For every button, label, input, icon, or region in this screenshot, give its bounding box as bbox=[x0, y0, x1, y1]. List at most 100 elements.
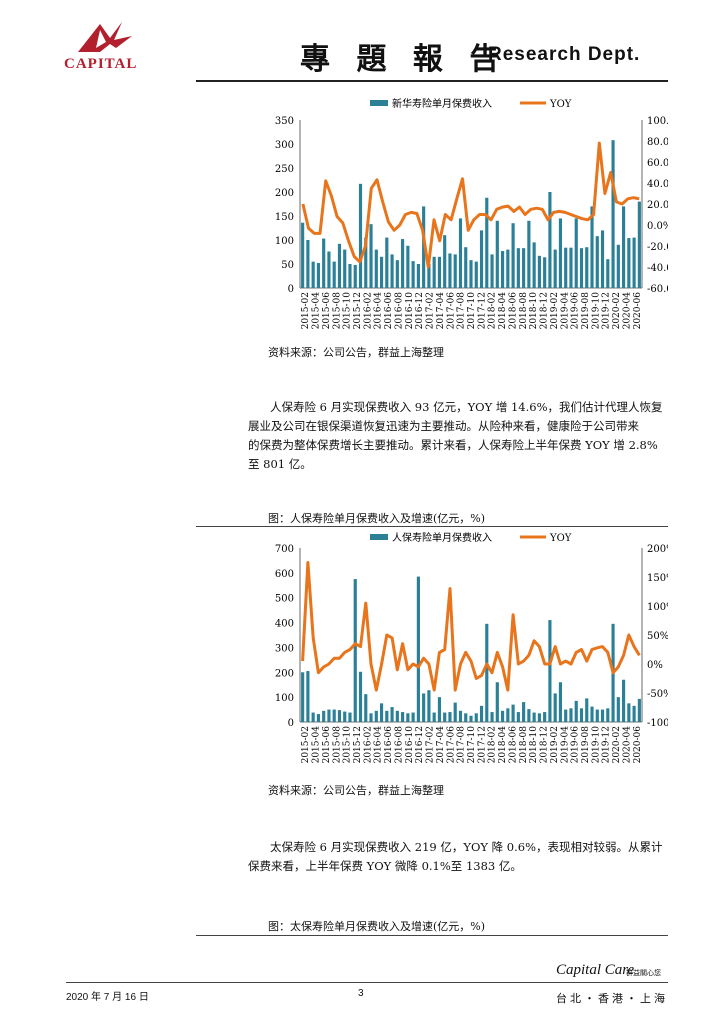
bar bbox=[564, 247, 568, 288]
bar bbox=[632, 705, 636, 722]
bar bbox=[316, 263, 320, 288]
paragraph-line: 人保寿险 6 月实现保费收入 93 亿元，YOY 增 14.6%，我们估计代理人… bbox=[270, 400, 663, 414]
bar bbox=[453, 254, 457, 288]
x-tick-label: 2018-04 bbox=[498, 726, 508, 764]
x-tick-label: 2018-06 bbox=[508, 726, 518, 764]
logo-text: CAPITAL bbox=[64, 56, 138, 72]
bar bbox=[306, 240, 310, 288]
footer-brand-sub: 群益關心您 bbox=[626, 969, 661, 977]
bar bbox=[474, 261, 478, 288]
bar bbox=[574, 218, 578, 288]
x-tick-label: 2019-04 bbox=[560, 726, 570, 764]
y-left-tick-label: 350 bbox=[275, 116, 294, 127]
bar bbox=[432, 256, 436, 288]
x-tick-label: 2016-08 bbox=[394, 292, 404, 330]
x-tick-label: 2018-04 bbox=[498, 292, 508, 330]
x-tick-label: 2017-02 bbox=[426, 292, 436, 329]
x-tick-label: 2016-10 bbox=[405, 292, 415, 330]
y-right-tick-label: 150% bbox=[647, 573, 668, 584]
x-tick-label: 2019-06 bbox=[571, 726, 581, 764]
bar bbox=[406, 245, 410, 288]
bar bbox=[627, 703, 631, 722]
bar bbox=[395, 710, 399, 722]
bar bbox=[537, 713, 541, 722]
bar bbox=[543, 712, 547, 722]
bar bbox=[437, 697, 442, 722]
x-tick-label: 2019-08 bbox=[581, 292, 591, 330]
paragraph-line: 的保费为整体保费增长主要推动。累计来看，人保寿险上半年保费 YOY 增 2.8% bbox=[248, 438, 658, 452]
bar bbox=[606, 259, 610, 288]
x-tick-label: 2016-06 bbox=[384, 292, 394, 330]
bar bbox=[474, 713, 478, 722]
x-tick-label: 2018-02 bbox=[488, 292, 498, 329]
bar bbox=[316, 714, 320, 722]
x-tick-label: 2019-02 bbox=[550, 292, 560, 329]
bar bbox=[374, 249, 378, 288]
bar bbox=[422, 206, 426, 288]
bar bbox=[390, 254, 394, 288]
bar bbox=[495, 682, 499, 722]
y-left-tick-label: 200 bbox=[275, 668, 294, 679]
bar bbox=[532, 712, 536, 722]
bar bbox=[358, 671, 363, 722]
bar bbox=[322, 710, 326, 722]
bar bbox=[369, 224, 373, 288]
bar bbox=[527, 709, 531, 722]
bar bbox=[448, 253, 452, 288]
x-tick-label: 2015-06 bbox=[322, 292, 332, 330]
bar bbox=[353, 579, 357, 722]
footer-cities: 台北・香港・上海 bbox=[556, 992, 668, 1005]
page-subtitle: Research Dept. bbox=[488, 44, 641, 65]
bar bbox=[595, 236, 599, 288]
bar bbox=[627, 238, 631, 288]
bar bbox=[443, 712, 447, 722]
x-tick-label: 2018-06 bbox=[508, 292, 518, 330]
bar bbox=[548, 620, 552, 722]
bar bbox=[348, 264, 352, 288]
bar bbox=[469, 260, 473, 288]
x-tick-label: 2020-06 bbox=[633, 292, 643, 330]
y-right-tick-label: 20.0% bbox=[647, 200, 668, 211]
y-right-tick-label: 40.0% bbox=[647, 179, 668, 190]
paragraph-renbao: 人保寿险 6 月实现保费收入 93 亿元，YOY 增 14.6%，我们估计代理人… bbox=[248, 398, 668, 474]
x-tick-label: 2017-06 bbox=[446, 726, 456, 764]
x-tick-label: 2019-10 bbox=[591, 292, 601, 330]
bar bbox=[374, 710, 378, 722]
x-tick-label: 2015-08 bbox=[332, 726, 342, 764]
bar bbox=[364, 237, 368, 288]
bar bbox=[364, 694, 368, 722]
bar bbox=[406, 713, 410, 722]
x-tick-label: 2018-10 bbox=[529, 726, 539, 764]
x-tick-label: 2015-04 bbox=[312, 292, 322, 330]
bar bbox=[453, 702, 457, 722]
bar bbox=[490, 712, 494, 722]
bar bbox=[343, 249, 347, 288]
paragraph-line: 太保寿险 6 月实现保费收入 219 亿，YOY 降 0.6%，表现相对较弱。从… bbox=[270, 840, 663, 854]
bar bbox=[622, 679, 626, 722]
bar bbox=[416, 264, 420, 288]
bar bbox=[395, 260, 399, 288]
bar bbox=[637, 201, 641, 288]
bar bbox=[348, 712, 352, 722]
bar bbox=[500, 251, 505, 288]
y-left-tick-label: 100 bbox=[275, 693, 294, 704]
x-tick-label: 2019-06 bbox=[571, 292, 581, 330]
bar bbox=[332, 709, 336, 722]
bar bbox=[479, 705, 484, 722]
chart-xinhua: 新华寿险单月保费收入 YOY 350 300 250 200 150 100 50 0 100.0%… bbox=[275, 97, 668, 330]
bar bbox=[553, 693, 557, 722]
y-left-tick-label: 0 bbox=[288, 718, 294, 729]
bar bbox=[306, 671, 310, 722]
bar bbox=[379, 703, 384, 722]
x-tick-label: 2016-08 bbox=[394, 726, 404, 764]
x-tick-label: 2018-12 bbox=[540, 292, 550, 329]
bar bbox=[464, 713, 468, 722]
x-tick-label: 2016-04 bbox=[374, 726, 384, 764]
bar bbox=[327, 251, 331, 288]
bar bbox=[579, 708, 584, 722]
chart2-caption-rule bbox=[196, 526, 668, 527]
legend-bar-swatch bbox=[370, 100, 388, 106]
capital-logo bbox=[70, 18, 150, 58]
page-number: 3 bbox=[358, 988, 364, 999]
y-left-tick-label: 300 bbox=[275, 643, 294, 654]
